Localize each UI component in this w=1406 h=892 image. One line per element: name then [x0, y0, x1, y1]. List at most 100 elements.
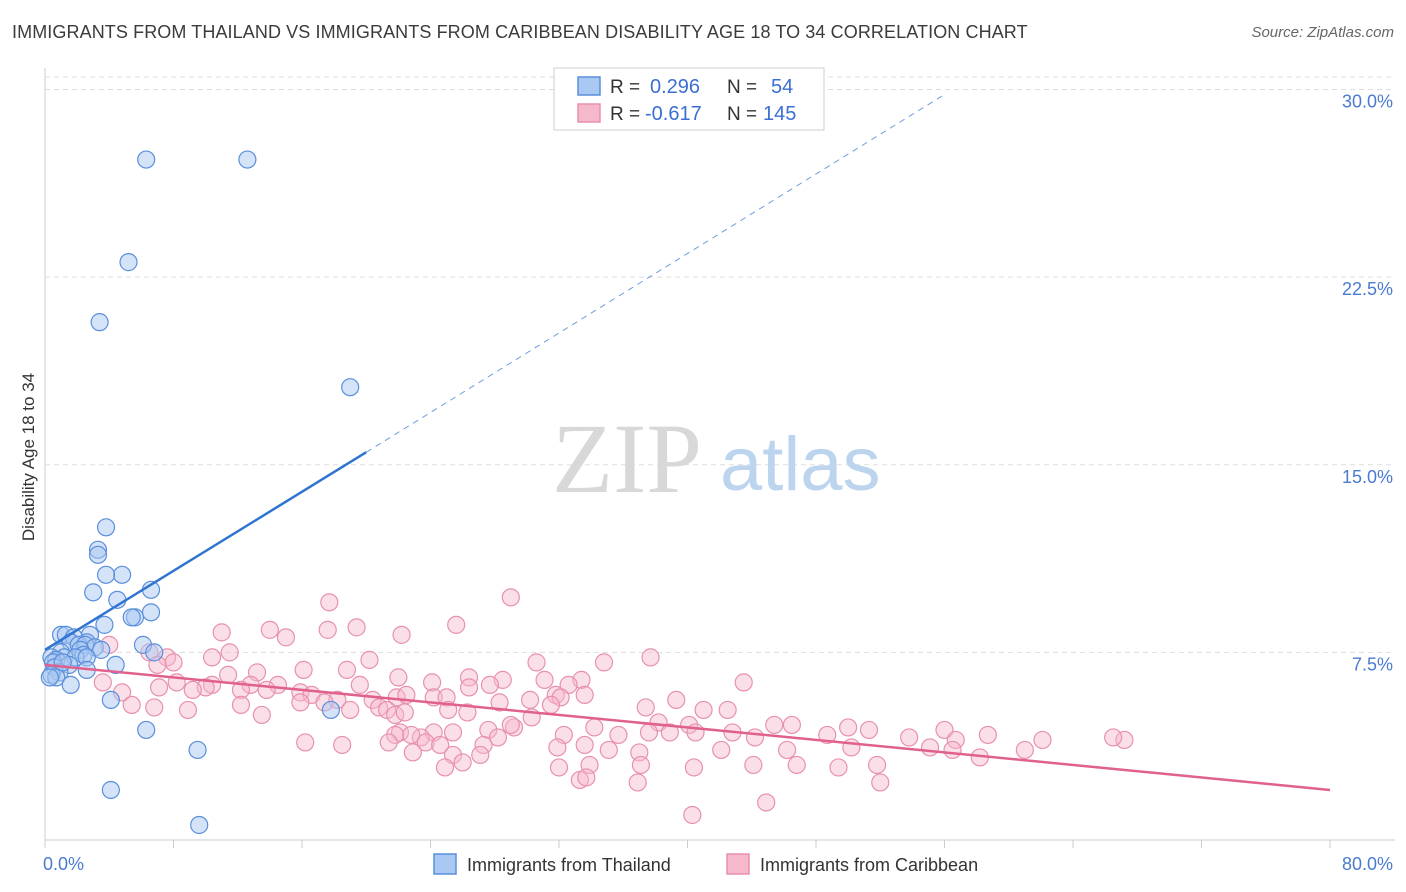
caribbean-point-84 [585, 718, 604, 737]
thailand-point-51 [101, 780, 120, 800]
caribbean-point-125 [1015, 740, 1034, 760]
watermark: ZIP atlas [552, 403, 881, 514]
caribbean-trend-line [44, 663, 1331, 792]
caribbean-point-35 [423, 673, 442, 692]
thailand-point-49 [137, 720, 156, 740]
thailand-point-8 [112, 565, 132, 584]
y-tick-labels: 7.5% 15.0% 22.5% 30.0% [1342, 92, 1393, 675]
caribbean-point-131 [435, 758, 455, 777]
caribbean-point-98 [660, 723, 679, 742]
caribbean-point-16 [527, 653, 546, 672]
caribbean-point-87 [501, 715, 520, 735]
caribbean-point-102 [818, 725, 837, 745]
caribbean-point-117 [575, 735, 594, 755]
thailand-point-15 [122, 608, 141, 627]
caribbean-point-82 [839, 718, 858, 737]
legend-label-caribbean: Immigrants from Caribbean [760, 855, 978, 875]
caribbean-point-76 [694, 700, 713, 720]
caribbean-point-64 [341, 700, 360, 720]
x-tick-label-min: 0.0% [43, 854, 84, 874]
caribbean-point-19 [294, 660, 313, 679]
thailand-point-13 [141, 603, 161, 622]
thailand-point-0 [137, 150, 156, 169]
thailand-point-45 [40, 668, 59, 687]
y-tick-label-2: 22.5% [1342, 279, 1393, 299]
stats-n-value-caribbean: 145 [763, 103, 796, 125]
caribbean-point-106 [1033, 730, 1052, 750]
caribbean-point-55 [551, 688, 570, 707]
caribbean-point-73 [541, 695, 561, 715]
caribbean-point-8 [276, 628, 296, 647]
thailand-point-39 [106, 655, 125, 674]
caribbean-point-83 [859, 720, 879, 740]
caribbean-point-44 [257, 680, 276, 700]
caribbean-point-56 [575, 685, 594, 705]
x-tick-label-max: 80.0% [1342, 854, 1393, 874]
caribbean-point-138 [867, 755, 887, 775]
stats-r-value-caribbean: -0.617 [645, 103, 702, 125]
caribbean-point-112 [379, 733, 398, 752]
source-credit: Source: ZipAtlas.com [1251, 24, 1394, 41]
caribbean-point-7 [392, 625, 411, 644]
caribbean-point-1 [501, 588, 520, 607]
caribbean-point-2 [447, 615, 466, 634]
caribbean-point-38 [535, 670, 554, 689]
caribbean-point-42 [183, 680, 202, 700]
caribbean-point-18 [641, 648, 660, 667]
thailand-point-48 [321, 700, 341, 720]
caribbean-point-115 [474, 735, 493, 755]
legend: Immigrants from Thailand Immigrants from… [433, 853, 978, 875]
thailand-point-28 [92, 640, 111, 659]
caribbean-point-136 [787, 755, 806, 775]
thailand-point-47 [101, 690, 120, 710]
stats-swatch-caribbean [577, 103, 601, 123]
thailand-point-2 [119, 253, 138, 272]
caribbean-point-114 [431, 735, 450, 755]
thailand-point-46 [61, 675, 80, 694]
caribbean-point-129 [453, 753, 472, 772]
caribbean-point-107 [1115, 730, 1134, 750]
caribbean-point-135 [744, 755, 763, 775]
caribbean-point-109 [946, 730, 965, 750]
stats-n-label-caribbean: N = [727, 104, 757, 125]
y-tick-label-1: 15.0% [1342, 467, 1393, 487]
caribbean-point-24 [459, 668, 479, 687]
caribbean-point-143 [871, 773, 890, 792]
caribbean-point-70 [458, 703, 477, 722]
thailand-point-5 [96, 518, 116, 537]
caribbean-point-96 [609, 725, 628, 745]
caribbean-point-77 [718, 700, 737, 720]
caribbean-point-120 [712, 740, 731, 760]
caribbean-point-93 [443, 723, 463, 742]
series-thailand-points [40, 150, 360, 835]
caribbean-point-105 [978, 725, 997, 745]
caribbean-point-113 [416, 733, 435, 752]
thailand-trend-line [44, 451, 367, 651]
caribbean-point-141 [577, 768, 596, 787]
caribbean-point-57 [122, 695, 141, 715]
caribbean-point-86 [504, 718, 524, 737]
caribbean-point-97 [639, 723, 659, 742]
caribbean-point-13 [202, 648, 222, 667]
thailand-point-3 [90, 313, 109, 332]
caribbean-point-116 [548, 738, 567, 757]
caribbean-point-11 [220, 643, 239, 662]
caribbean-point-137 [829, 758, 848, 777]
watermark-zip: ZIP [552, 403, 702, 514]
watermark-atlas: atlas [720, 422, 881, 507]
thailand-trend-extension [365, 94, 945, 453]
caribbean-point-142 [628, 773, 647, 792]
caribbean-point-101 [745, 728, 765, 747]
thailand-point-11 [84, 583, 103, 602]
caribbean-point-40 [93, 673, 112, 692]
caribbean-point-91 [386, 725, 405, 745]
caribbean-point-60 [231, 695, 251, 715]
series-caribbean-points [93, 588, 1134, 825]
caribbean-point-59 [178, 700, 198, 720]
caribbean-point-62 [291, 693, 310, 712]
caribbean-point-4 [260, 620, 279, 639]
thailand-point-9 [96, 565, 116, 584]
caribbean-point-128 [471, 745, 490, 765]
legend-label-thailand: Immigrants from Thailand [467, 855, 671, 875]
